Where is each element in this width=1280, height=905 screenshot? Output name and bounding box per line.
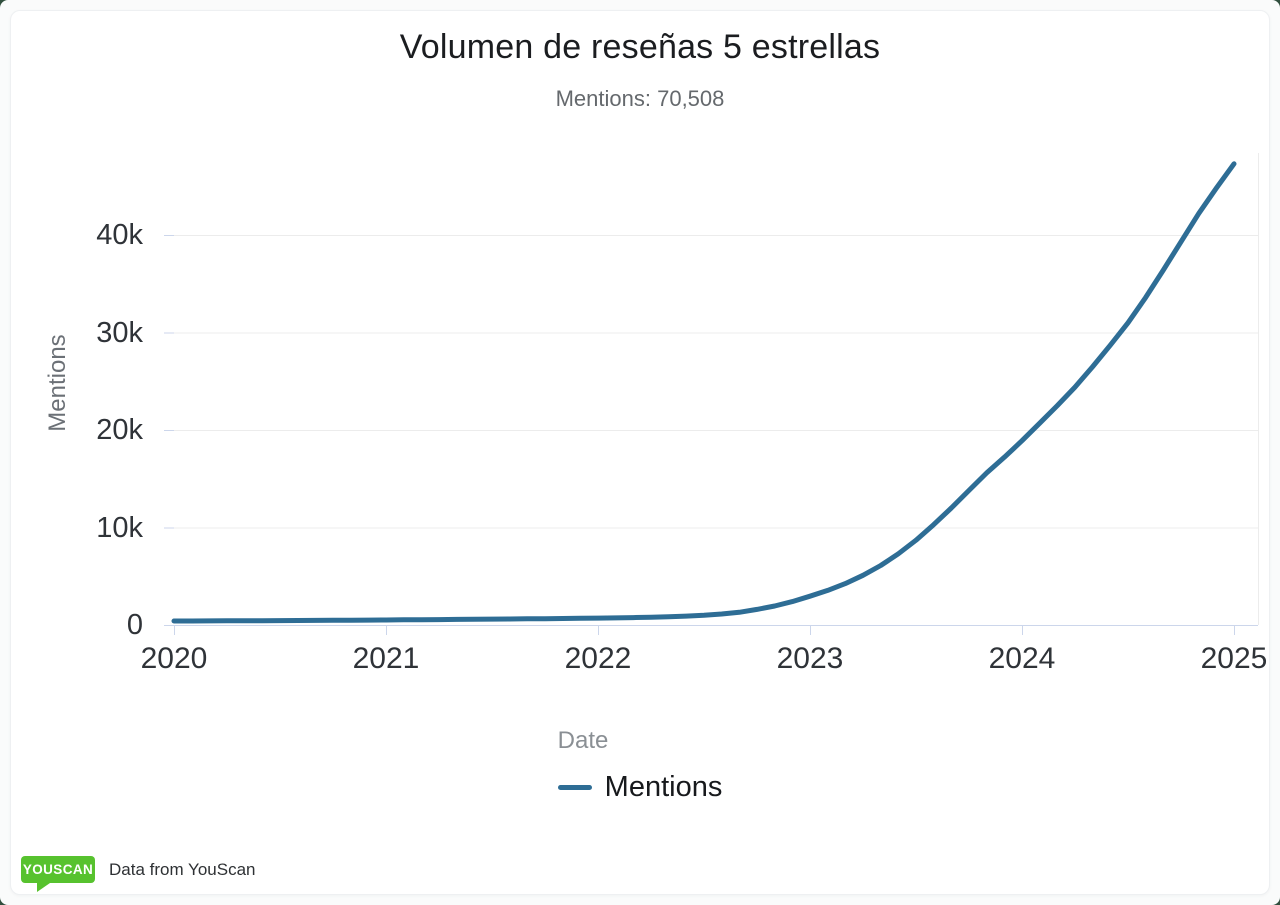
legend-box: Date Mentions <box>557 727 723 804</box>
legend-item-label: Mentions <box>604 771 723 803</box>
x-tick-label: 2023 <box>776 642 844 675</box>
youscan-logo[interactable]: YOUSCAN <box>21 856 95 892</box>
legend: Date Mentions <box>11 727 1269 804</box>
chart-title: Volumen de reseñas 5 estrellas <box>399 28 881 66</box>
y-tick-label: 30k <box>96 316 143 349</box>
y-tick-label: 40k <box>96 219 143 251</box>
mentions-series-line[interactable] <box>171 161 1237 624</box>
y-tick-label: 0 <box>126 609 143 641</box>
legend-line-marker <box>557 784 592 790</box>
chart-subtitle: Mentions: 70,508 <box>555 86 725 111</box>
x-tick-label: 2021 <box>352 642 420 675</box>
legend-item-mentions[interactable]: Mentions <box>557 770 723 804</box>
youscan-logo-tail-icon <box>37 883 50 892</box>
footer-attribution-text: Data from YouScan <box>109 860 256 879</box>
plot-area <box>164 153 1259 635</box>
y-tick-label: 20k <box>96 414 143 446</box>
x-tick-label: 2024 <box>988 642 1056 675</box>
y-tick-label: 10k <box>96 511 143 544</box>
chart-card: Volumen de reseñas 5 estrellas Mentions:… <box>10 10 1270 895</box>
legend-title: Date <box>557 727 609 754</box>
x-tick-label: 2025 <box>1200 642 1268 675</box>
youscan-logo-text: YOUSCAN <box>22 862 94 877</box>
x-tick-label: 2022 <box>564 642 632 675</box>
x-tick-label: 2020 <box>140 642 208 675</box>
